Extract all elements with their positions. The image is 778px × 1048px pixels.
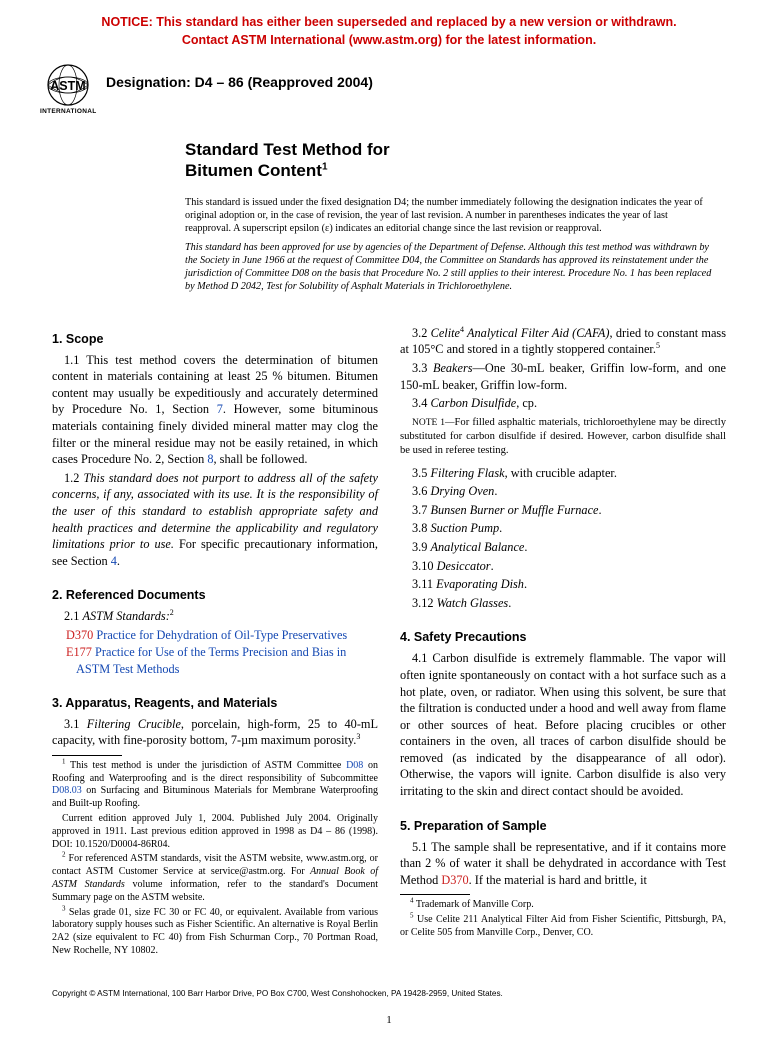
footnote-3: 3 Selas grade 01, size FC 30 or FC 40, o… — [52, 907, 378, 958]
section-1-heading: 1. Scope — [52, 331, 378, 348]
footnote-2: 2 For referenced ASTM standards, visit t… — [52, 853, 378, 904]
intro-notes: This standard is issued under the fixed … — [0, 182, 778, 293]
para-1-2: 1.2 This standard does not purport to ad… — [52, 470, 378, 570]
page-number: 1 — [0, 999, 778, 1048]
title-block: Standard Test Method for Bitumen Content… — [0, 119, 778, 182]
ref-d370[interactable]: D370 Practice for Dehydration of Oil-Typ… — [52, 627, 378, 644]
note-1: NOTE 1—For filled asphaltic materials, t… — [400, 416, 726, 459]
section-2-heading: 2. Referenced Documents — [52, 587, 378, 604]
footnote-5: 5 Use Celite 211 Analytical Filter Aid f… — [400, 914, 726, 940]
para-3-2: 3.2 Celite4 Analytical Filter Aid (CAFA)… — [400, 325, 726, 358]
para-3-6: 3.6 Drying Oven. — [400, 483, 726, 500]
section-5-heading: 5. Preparation of Sample — [400, 818, 726, 835]
ref-e177[interactable]: E177 Practice for Use of the Terms Preci… — [52, 644, 378, 677]
para-3-7: 3.7 Bunsen Burner or Muffle Furnace. — [400, 502, 726, 519]
copyright: Copyright © ASTM International, 100 Barr… — [0, 960, 778, 999]
doc-title: Standard Test Method for Bitumen Content… — [185, 139, 738, 182]
footnote-1b: Current edition approved July 1, 2004. P… — [52, 813, 378, 851]
intro-p1: This standard is issued under the fixed … — [185, 196, 716, 235]
footnote-1: 1 This test method is under the jurisdic… — [52, 760, 378, 811]
notice-banner: NOTICE: This standard has either been su… — [0, 0, 778, 55]
header: ASTM INTERNATIONAL Designation: D4 – 86 … — [0, 55, 778, 119]
astm-logo: ASTM INTERNATIONAL — [40, 63, 96, 119]
footnote-4: 4 Trademark of Manville Corp. — [400, 899, 726, 912]
para-3-8: 3.8 Suction Pump. — [400, 520, 726, 537]
link-d08[interactable]: D08 — [346, 760, 363, 771]
para-1-1: 1.1 This test method covers the determin… — [52, 352, 378, 468]
designation: Designation: D4 – 86 (Reapproved 2004) — [106, 63, 373, 92]
para-3-1: 3.1 Filtering Crucible, porcelain, high-… — [52, 716, 378, 749]
para-4-1: 4.1 Carbon disulfide is extremely flamma… — [400, 650, 726, 799]
svg-text:ASTM: ASTM — [50, 79, 85, 93]
para-3-11: 3.11 Evaporating Dish. — [400, 576, 726, 593]
title-line1: Standard Test Method for — [185, 140, 390, 159]
para-3-5: 3.5 Filtering Flask, with crucible adapt… — [400, 465, 726, 482]
intro-p2: This standard has been approved for use … — [185, 241, 716, 293]
notice-line1: NOTICE: This standard has either been su… — [40, 14, 738, 32]
para-5-1: 5.1 The sample shall be representative, … — [400, 839, 726, 889]
para-3-10: 3.10 Desiccator. — [400, 558, 726, 575]
para-3-4: 3.4 Carbon Disulfide, cp. — [400, 395, 726, 412]
left-column: 1. Scope 1.1 This test method covers the… — [52, 325, 378, 960]
title-line2: Bitumen Content — [185, 161, 322, 180]
section-4-heading: 4. Safety Precautions — [400, 629, 726, 646]
para-3-9: 3.9 Analytical Balance. — [400, 539, 726, 556]
notice-line2: Contact ASTM International (www.astm.org… — [40, 32, 738, 50]
para-3-12: 3.12 Watch Glasses. — [400, 595, 726, 612]
logo-label: INTERNATIONAL — [40, 108, 96, 117]
title-sup: 1 — [322, 162, 328, 173]
footnote-rule-left — [52, 755, 122, 756]
link-d08-03[interactable]: D08.03 — [52, 785, 82, 796]
para-2-1: 2.1 ASTM Standards:2 — [52, 608, 378, 625]
section-3-heading: 3. Apparatus, Reagents, and Materials — [52, 695, 378, 712]
footnote-rule-right — [400, 894, 470, 895]
para-3-3: 3.3 Beakers—One 30-mL beaker, Griffin lo… — [400, 360, 726, 393]
right-column: 3.2 Celite4 Analytical Filter Aid (CAFA)… — [400, 325, 726, 960]
link-d370-body[interactable]: D370 — [441, 873, 468, 887]
two-column-body: 1. Scope 1.1 This test method covers the… — [0, 299, 778, 960]
